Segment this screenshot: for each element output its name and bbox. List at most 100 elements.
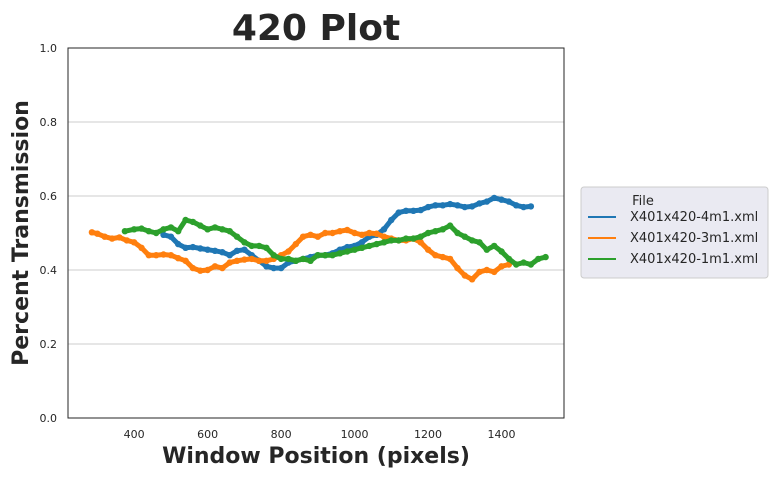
x-tick-label: 400 — [124, 428, 145, 441]
data-point — [197, 245, 204, 252]
data-point — [138, 244, 145, 251]
data-point — [263, 263, 270, 270]
x-axis-ticks: 400 600 800 1000 1200 1400 — [124, 428, 516, 441]
data-point — [211, 224, 219, 231]
data-point — [160, 226, 167, 233]
data-point — [461, 233, 468, 240]
data-point — [439, 202, 446, 209]
data-point — [432, 252, 439, 259]
data-point — [351, 229, 358, 237]
data-point — [211, 263, 219, 270]
data-point — [476, 268, 483, 276]
data-point — [189, 264, 197, 272]
data-point — [468, 276, 476, 283]
data-point — [153, 229, 160, 237]
data-point — [483, 198, 490, 205]
data-point — [197, 222, 204, 229]
data-point — [167, 252, 175, 259]
data-point — [410, 207, 417, 214]
data-point — [432, 228, 439, 235]
data-point — [366, 242, 373, 250]
data-point — [204, 246, 211, 253]
data-point — [380, 226, 388, 233]
y-tick-label: 0.2 — [40, 338, 58, 351]
data-point — [121, 228, 129, 235]
data-point — [498, 196, 505, 203]
data-point — [116, 234, 123, 241]
y-tick-label: 0.8 — [40, 116, 58, 129]
data-point — [182, 216, 189, 224]
data-point — [483, 266, 490, 274]
data-point — [233, 233, 241, 240]
data-point — [424, 246, 432, 253]
x-axis-label: Window Position (pixels) — [162, 444, 470, 469]
y-axis-ticks: 0.0 0.2 0.4 0.6 0.8 1.0 — [40, 42, 58, 425]
data-point — [292, 240, 299, 248]
data-point — [454, 229, 461, 237]
data-point — [130, 239, 138, 246]
data-point — [505, 255, 513, 263]
data-point — [322, 252, 329, 259]
data-point — [167, 233, 175, 240]
data-point — [233, 257, 241, 264]
data-point — [189, 243, 197, 251]
x-tick-label: 600 — [197, 428, 218, 441]
data-point — [424, 203, 432, 211]
data-point — [410, 235, 417, 242]
data-point — [468, 237, 476, 244]
data-point — [424, 229, 432, 237]
data-point — [491, 268, 498, 276]
data-point — [145, 228, 152, 235]
y-tick-label: 0.4 — [40, 264, 58, 277]
data-point — [130, 226, 138, 233]
data-point — [299, 255, 307, 263]
data-point — [329, 229, 336, 237]
data-point — [388, 216, 395, 224]
data-point — [182, 257, 189, 264]
data-point — [542, 253, 549, 261]
legend-box — [580, 186, 769, 279]
data-point — [373, 240, 380, 248]
legend-entry: X401x420-1m1.xml — [588, 252, 758, 267]
data-point — [535, 255, 542, 263]
data-point — [123, 237, 130, 244]
series-line — [122, 217, 549, 267]
data-point — [270, 252, 277, 259]
data-point — [167, 224, 175, 231]
data-point — [226, 228, 233, 235]
x-tick-label: 800 — [271, 428, 292, 441]
data-point — [314, 252, 321, 259]
data-point — [513, 261, 520, 268]
data-point — [277, 255, 285, 263]
data-point — [527, 203, 535, 210]
data-point — [101, 233, 108, 240]
grid-lines — [68, 47, 564, 419]
legend-entries: X401x420-4m1.xml X401x420-3m1.xml X401x420… — [588, 210, 758, 267]
x-tick-label: 1200 — [414, 428, 442, 441]
data-point — [417, 206, 424, 214]
data-point — [498, 263, 505, 270]
data-point — [211, 247, 219, 254]
data-point — [446, 255, 454, 263]
data-point — [454, 264, 461, 272]
data-point — [277, 264, 285, 272]
data-point — [94, 230, 101, 237]
data-point — [336, 228, 344, 235]
series-layer — [88, 194, 549, 283]
x-tick-label: 1400 — [488, 428, 516, 441]
data-point — [461, 272, 468, 279]
data-point — [366, 229, 373, 237]
data-point — [241, 246, 248, 253]
data-point — [358, 244, 366, 251]
data-point — [395, 237, 402, 244]
data-point — [388, 237, 395, 244]
legend-entry: X401x420-3m1.xml — [588, 231, 758, 246]
y-tick-label: 0.0 — [40, 412, 58, 425]
data-point — [446, 222, 454, 229]
data-point — [204, 226, 211, 233]
data-point — [498, 248, 505, 255]
data-point — [314, 233, 321, 240]
data-point — [336, 250, 344, 257]
data-point — [189, 218, 197, 226]
data-point — [520, 259, 527, 266]
